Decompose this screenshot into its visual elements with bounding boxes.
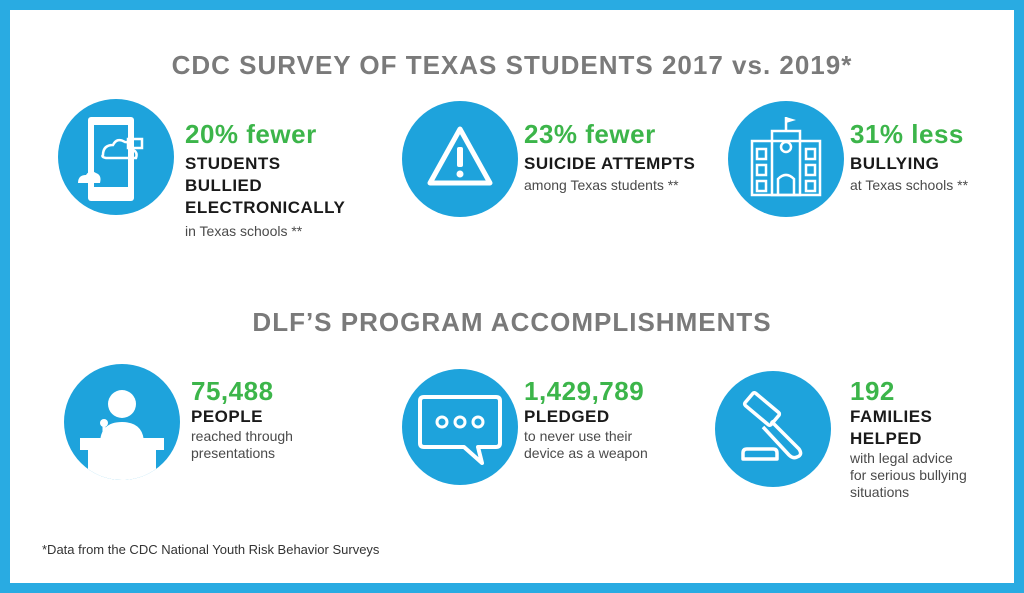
stat-label-line: BULLIED: [185, 176, 263, 195]
stat-note: in Texas schools **: [185, 223, 303, 239]
stat-electronic-bullying: 20% fewer STUDENTS BULLIED ELECTRONICALL…: [185, 119, 345, 240]
stat-note-line: presentations: [191, 445, 276, 461]
stat-label-line: PLEDGED: [524, 407, 610, 426]
stat-value: 75,488: [191, 376, 274, 406]
stat-note-line: to never use their: [524, 428, 633, 444]
stat-label-line: BULLYING: [850, 154, 940, 173]
program-heading: DLF’S PROGRAM ACCOMPLISHMENTS: [252, 307, 772, 337]
stat-label-line: ELECTRONICALLY: [185, 198, 346, 217]
stat-value: 23% fewer: [524, 119, 656, 149]
stat-note-line: for serious bullying: [850, 467, 967, 483]
stat-bullying: 31% less BULLYING at Texas schools **: [850, 119, 968, 194]
stat-suicide-attempts: 23% fewer SUICIDE ATTEMPTS among Texas s…: [524, 119, 695, 194]
stat-label-line: FAMILIES: [850, 407, 933, 426]
survey-heading: CDC SURVEY OF TEXAS STUDENTS 2017 vs. 20…: [171, 50, 853, 80]
warning-triangle-icon: [402, 101, 518, 217]
stat-value: 31% less: [850, 119, 964, 149]
stat-value: 1,429,789: [524, 376, 645, 406]
stat-pledged: 1,429,789 PLEDGED to never use their dev…: [524, 376, 648, 462]
stat-note-line: situations: [850, 484, 910, 500]
school-building-icon: [728, 101, 844, 217]
stat-note: among Texas students **: [524, 177, 679, 193]
footnote: *Data from the CDC National Youth Risk B…: [42, 542, 380, 557]
stat-label-line: STUDENTS: [185, 154, 281, 173]
stat-families-helped: 192 FAMILIES HELPED with legal advice fo…: [850, 376, 967, 501]
cyberbullying-phone-icon: [58, 99, 174, 215]
stat-note-line: with legal advice: [850, 450, 953, 466]
stat-label-line: PEOPLE: [191, 407, 263, 426]
gavel-icon: [715, 371, 831, 487]
presenter-podium-icon: [64, 364, 180, 480]
stat-value: 20% fewer: [185, 119, 317, 149]
stat-note-line: device as a weapon: [524, 445, 648, 461]
stat-note: at Texas schools **: [850, 177, 969, 193]
chat-bubble-icon: [402, 369, 518, 485]
stat-people-reached: 75,488 PEOPLE reached through presentati…: [191, 376, 293, 462]
stat-value: 192: [850, 376, 895, 406]
stat-label-line: SUICIDE ATTEMPTS: [524, 154, 696, 173]
stat-label-line: HELPED: [850, 429, 922, 448]
stat-note-line: reached through: [191, 428, 293, 444]
